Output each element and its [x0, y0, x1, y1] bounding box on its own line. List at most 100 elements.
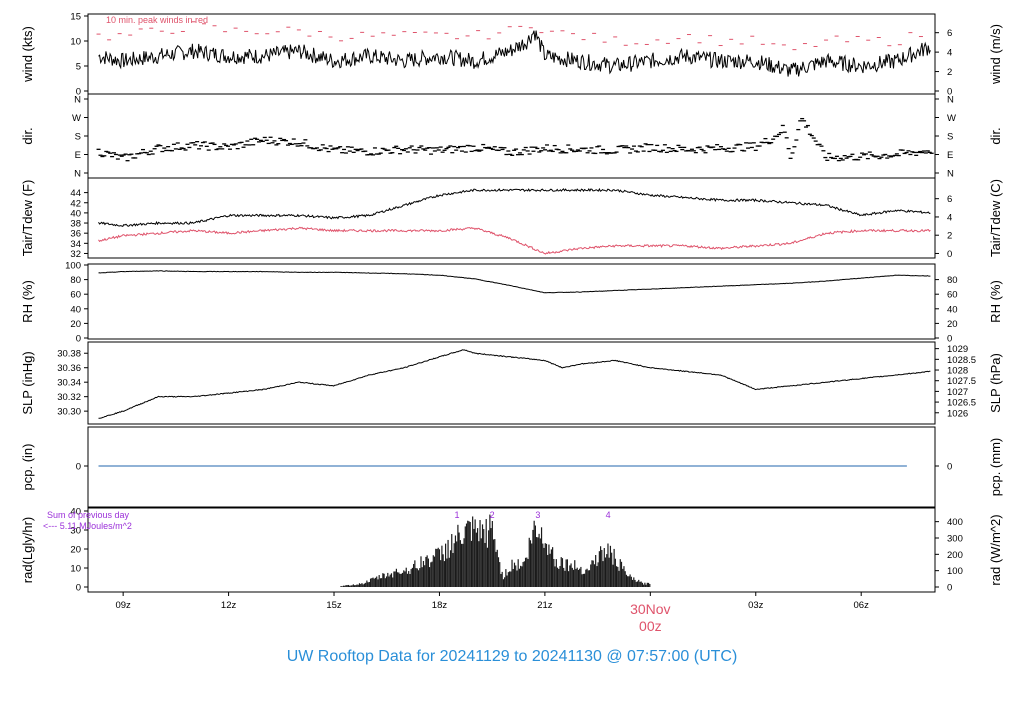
wind-annotation: 10 min. peak winds in red [106, 15, 208, 25]
ytick-label-left-rh: 100 [65, 261, 81, 272]
rad-annotation-line-1: Sum of previous day [47, 510, 130, 520]
ylabel-left-pcp: pcp. (in) [20, 444, 35, 491]
ytick-label-right-slp: 1026 [947, 408, 968, 419]
ytick-label-right-slp: 1027.5 [947, 376, 976, 387]
panel-frame-pcp [87, 426, 936, 508]
xtick-label: 06z [854, 600, 870, 611]
ylabel-left-slp: SLP (inHg) [20, 351, 35, 414]
ytick-label-left-slp: 30.30 [57, 407, 81, 418]
ytick-label-left-dir: E [75, 150, 81, 161]
series-line-wind-0 [98, 30, 931, 77]
series-line-rh-0 [98, 270, 931, 294]
ytick-label-left-temp: 34 [70, 239, 81, 250]
xtick-label: 15z [326, 600, 342, 611]
ylabel-right-pcp: pcp. (mm) [988, 438, 1003, 497]
ytick-label-right-slp: 1026.5 [947, 398, 976, 409]
ytick-label-left-dir: N [74, 95, 81, 106]
ytick-label-right-temp: 4 [947, 212, 952, 223]
ytick-label-left-temp: 42 [70, 198, 81, 209]
ytick-label-left-slp: 30.38 [57, 349, 81, 360]
ytick-label-left-rh: 40 [70, 304, 81, 315]
rad-peak-label: 2 [490, 510, 495, 520]
ytick-label-left-rad: 0 [76, 583, 81, 594]
series-line-slp-0 [98, 349, 931, 419]
ytick-label-left-temp: 36 [70, 229, 81, 240]
ytick-label-right-rad: 300 [947, 533, 963, 544]
xtick-label: 18z [432, 600, 448, 611]
ytick-label-left-temp: 44 [70, 188, 81, 199]
ytick-label-right-temp: 6 [947, 194, 952, 205]
panel-frame-rh [87, 263, 936, 340]
ylabel-right-slp: SLP (hPa) [988, 353, 1003, 413]
ytick-label-left-slp: 30.32 [57, 392, 81, 403]
ytick-label-right-rh: 80 [947, 275, 958, 286]
panel-frame-temp [87, 177, 936, 259]
ylabel-left-rad: rad(Lgly/hr) [20, 517, 35, 583]
ytick-label-left-pcp: 0 [76, 462, 81, 473]
ytick-label-left-dir: W [72, 113, 81, 124]
date-marker-time: 00z [639, 618, 662, 634]
xtick-label: 09z [115, 600, 131, 611]
ytick-label-right-dir: W [947, 113, 956, 124]
ytick-label-left-dir: N [74, 169, 81, 180]
xtick-label: 03z [748, 600, 764, 611]
ytick-label-right-slp: 1029 [947, 344, 968, 355]
ytick-label-right-slp: 1028 [947, 366, 968, 377]
ytick-label-left-slp: 30.34 [57, 378, 81, 389]
ytick-label-left-temp: 40 [70, 208, 81, 219]
ytick-label-right-rad: 400 [947, 517, 963, 528]
ylabel-right-rad: rad (W/m^2) [988, 514, 1003, 585]
ytick-label-left-rh: 80 [70, 275, 81, 286]
panel-frame-slp [87, 341, 936, 425]
xtick-label: 12z [221, 600, 237, 611]
ytick-label-right-rad: 0 [947, 583, 952, 594]
ytick-label-right-dir: N [947, 169, 954, 180]
series-line-temp-0 [98, 187, 931, 228]
ytick-label-left-rh: 20 [70, 319, 81, 330]
ylabel-left-wind: wind (kts) [20, 26, 35, 83]
ytick-label-right-temp: 2 [947, 231, 952, 242]
ytick-label-right-rh: 0 [947, 334, 952, 345]
ytick-label-right-temp: 0 [947, 249, 952, 260]
ytick-label-left-slp: 30.36 [57, 363, 81, 374]
ytick-label-right-slp: 1028.5 [947, 355, 976, 366]
footer-title: UW Rooftop Data for 20241129 to 20241130… [286, 648, 738, 665]
series-line-temp-1 [98, 226, 931, 255]
ytick-label-right-rh: 60 [947, 290, 958, 301]
rad-peak-label: 3 [535, 510, 540, 520]
ytick-label-left-rad: 10 [70, 564, 81, 575]
ytick-label-left-dir: S [75, 132, 81, 143]
ytick-label-left-wind: 0 [76, 87, 81, 98]
ytick-label-right-wind: 2 [947, 67, 952, 78]
date-marker-day: 30Nov [630, 601, 670, 617]
ytick-label-right-pcp: 0 [947, 462, 952, 473]
ytick-label-left-temp: 38 [70, 219, 81, 230]
ylabel-left-temp: Tair/Tdew (F) [20, 180, 35, 257]
ytick-label-left-rad: 30 [70, 526, 81, 537]
ylabel-right-temp: Tair/Tdew (C) [988, 179, 1003, 257]
ylabel-right-rh: RH (%) [988, 280, 1003, 323]
ytick-label-left-wind: 15 [70, 12, 81, 23]
ytick-label-right-rad: 200 [947, 550, 963, 561]
ytick-label-left-rad: 20 [70, 545, 81, 556]
ytick-label-right-dir: N [947, 95, 954, 106]
ytick-label-right-dir: E [947, 150, 953, 161]
ytick-label-right-rad: 100 [947, 566, 963, 577]
xtick-label: 21z [537, 600, 553, 611]
rad-annotation-line-2: <--- 5.11 MJoules/m^2 [43, 521, 132, 531]
ylabel-right-wind: wind (m/s) [988, 24, 1003, 85]
ytick-label-left-rh: 60 [70, 290, 81, 301]
ytick-label-right-slp: 1027 [947, 387, 968, 398]
panel-frame-dir [87, 93, 936, 179]
ytick-label-left-rh: 0 [76, 334, 81, 345]
ytick-label-right-wind: 4 [947, 48, 952, 59]
ytick-label-left-rad: 40 [70, 507, 81, 518]
rad-peak-label: 1 [455, 510, 460, 520]
ylabel-right-dir: dir. [988, 127, 1003, 144]
ytick-label-left-wind: 5 [76, 62, 81, 73]
panel-frame-rad [87, 507, 936, 593]
ytick-label-right-rh: 20 [947, 319, 958, 330]
ylabel-left-dir: dir. [20, 127, 35, 144]
